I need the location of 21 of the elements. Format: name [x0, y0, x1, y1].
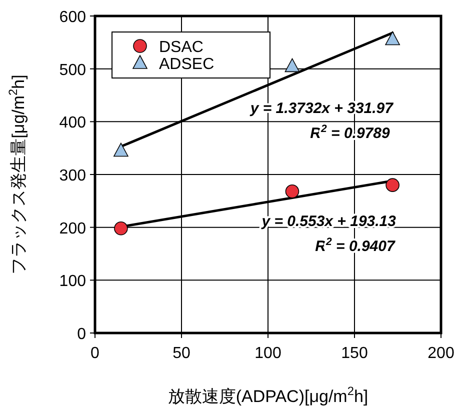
x-tick-label: 150	[341, 345, 368, 362]
x-axis-title: 放散速度(ADPAC)[μg/m$^{2}$h]	[168, 384, 368, 406]
point	[386, 178, 400, 192]
legend-label: DSAC	[159, 39, 204, 56]
x-tick-label: 50	[172, 345, 190, 362]
point	[114, 142, 128, 157]
point	[114, 221, 128, 236]
y-tick-label: 400	[59, 114, 86, 132]
point	[285, 184, 300, 198]
x-tick-label: 100	[254, 345, 282, 362]
x-tick-label: 200	[428, 345, 454, 362]
point	[385, 31, 400, 46]
y-tick-label: 600	[59, 9, 86, 26]
x-tick-label: 0	[90, 345, 100, 362]
y-tick-label: 300	[59, 168, 86, 184]
y-tick-label: 0	[77, 326, 86, 343]
y-tick-label: 200	[59, 220, 86, 238]
point	[284, 58, 300, 72]
y-tick-label: 500	[59, 62, 86, 79]
legend-label: ADSEC	[159, 56, 214, 73]
y-tick-label: 100	[59, 273, 86, 290]
